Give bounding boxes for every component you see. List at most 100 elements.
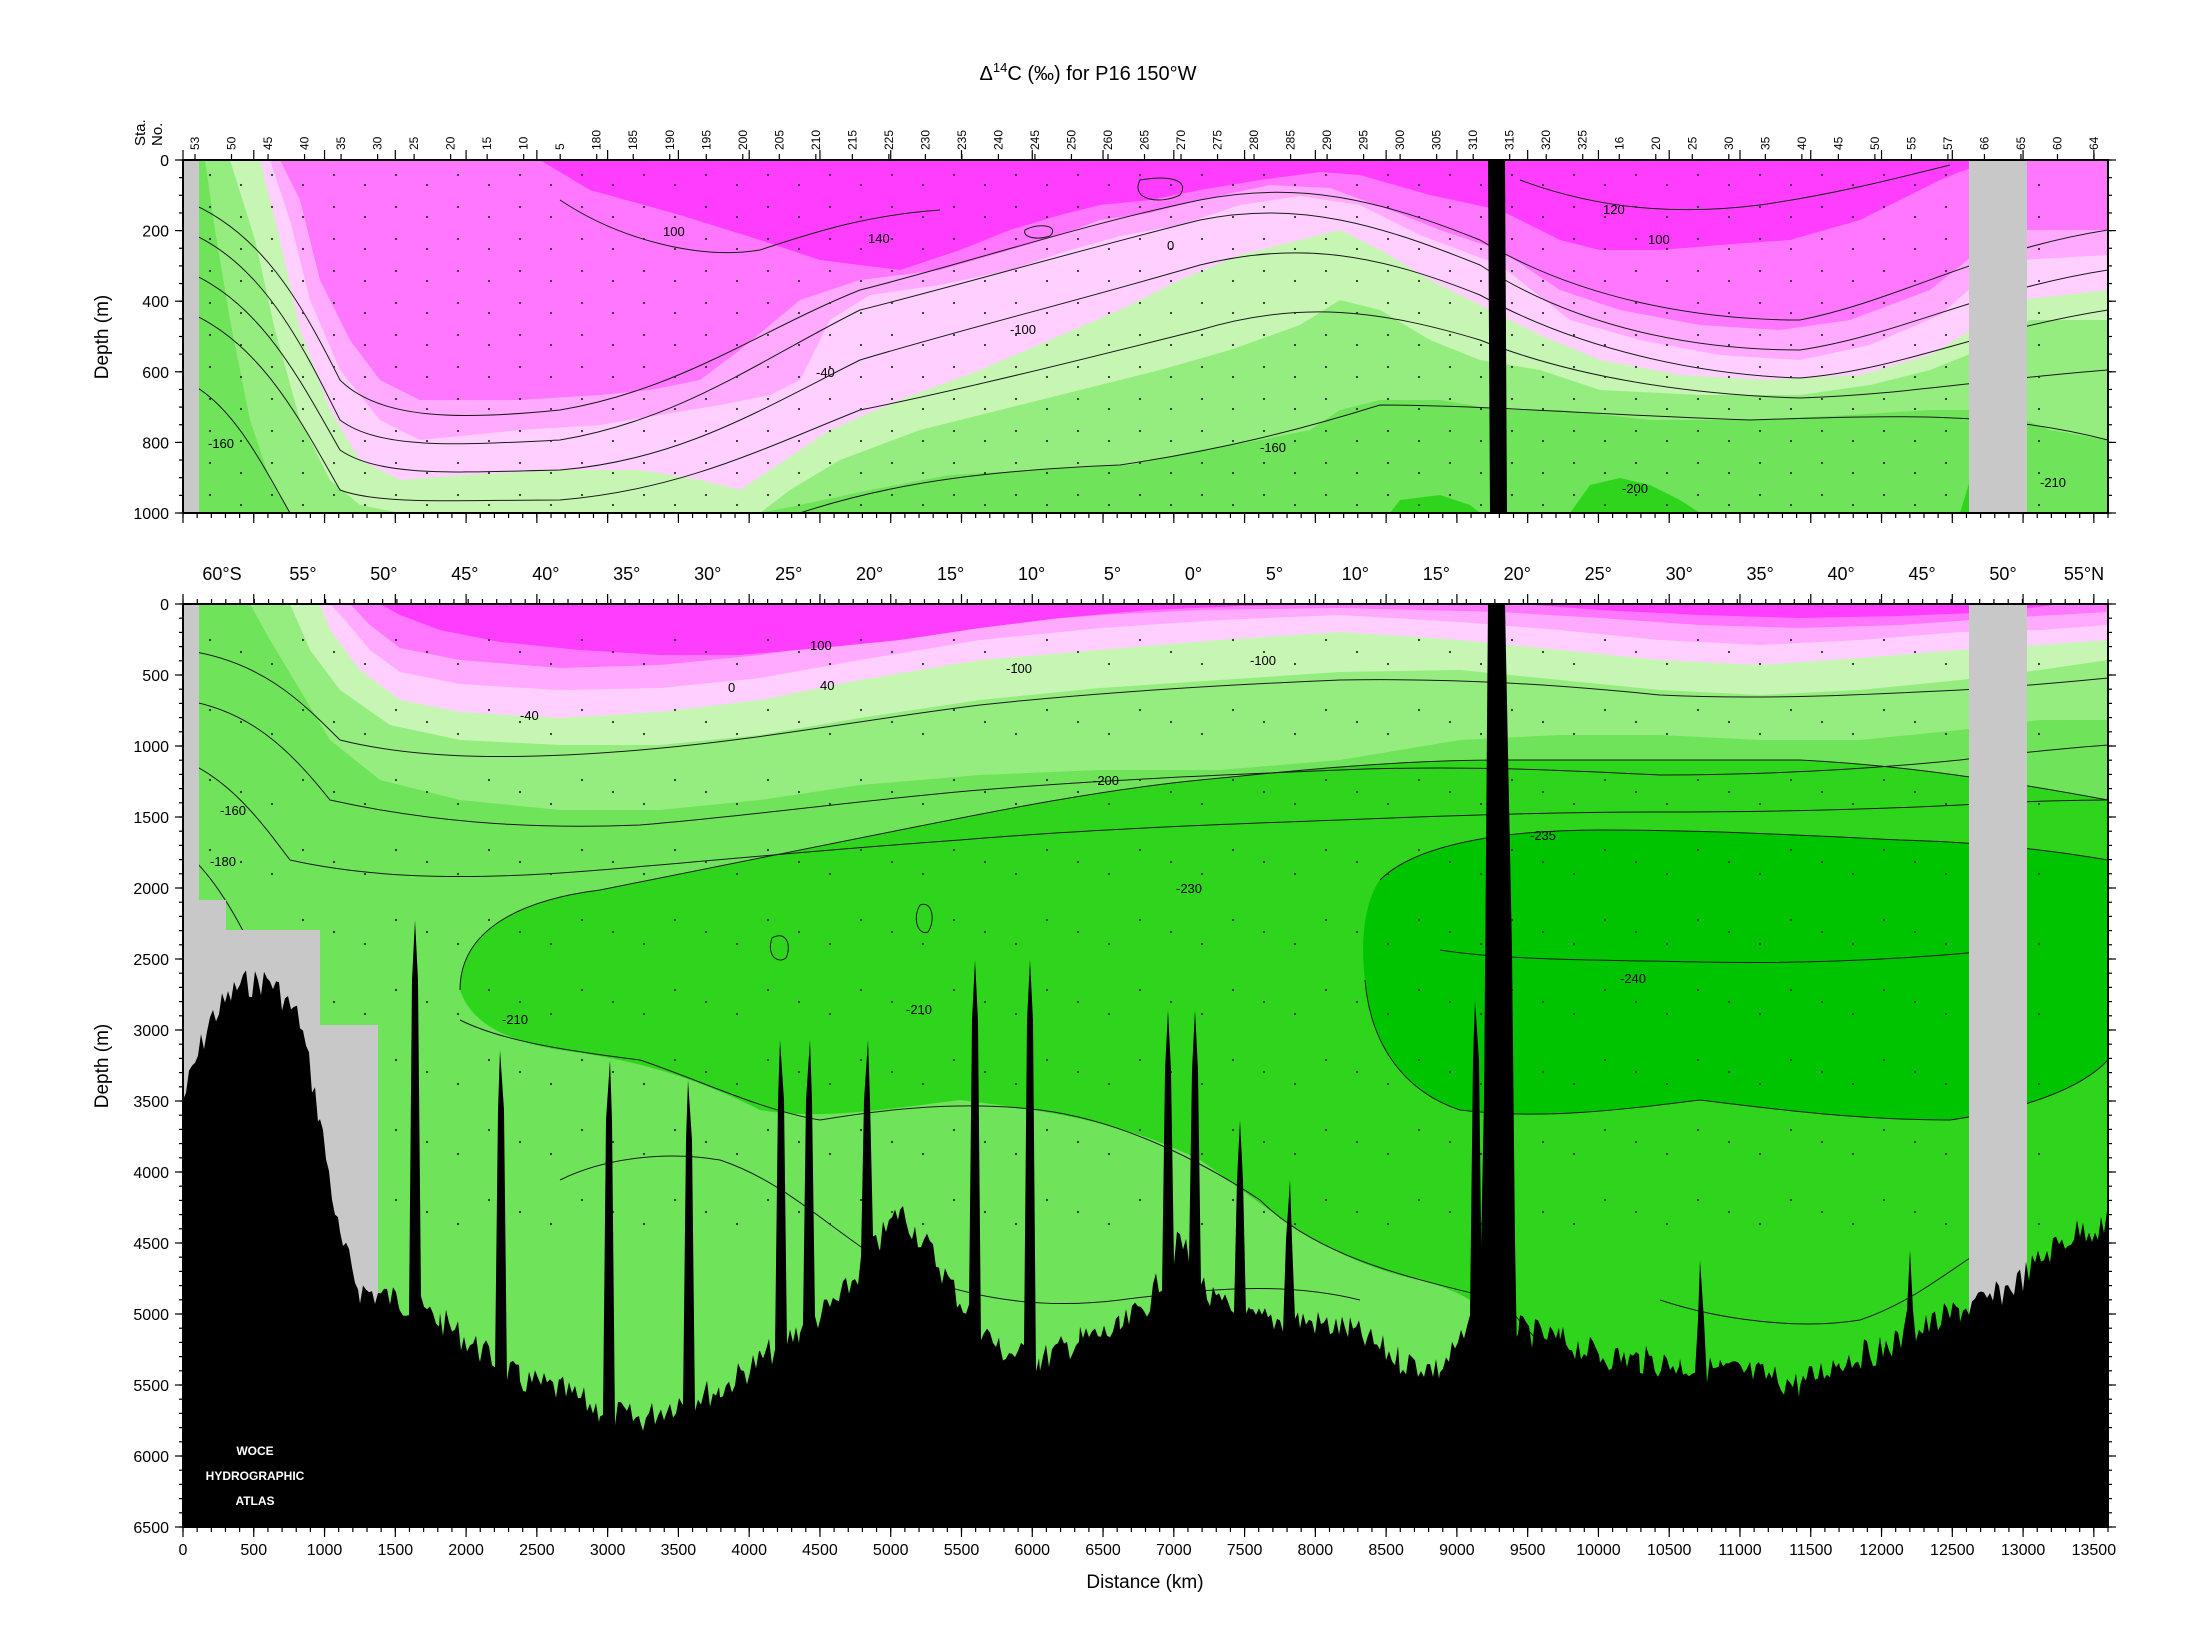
sample-dot	[1231, 918, 1235, 922]
sample-dot	[952, 397, 956, 401]
sample-dot	[1014, 365, 1018, 369]
sample-dot	[580, 778, 584, 782]
sample-dot	[766, 333, 770, 337]
sample-dot	[1200, 662, 1204, 666]
sample-dot	[983, 279, 987, 283]
sample-dot	[1076, 720, 1080, 724]
sample-dot	[425, 439, 429, 443]
sample-dot	[425, 215, 429, 219]
station-label: 45	[261, 136, 275, 150]
sample-dot	[487, 183, 491, 187]
sample-dot	[673, 215, 677, 219]
sample-dot	[1541, 247, 1545, 251]
sample-dot	[1696, 205, 1700, 209]
bottom-contour-labels: 100 0 40 -100 -100 -40 -160 -180 -200 -2…	[210, 638, 1646, 1027]
sample-dot	[549, 872, 553, 876]
sample-dot	[642, 662, 646, 666]
sample-dot	[425, 1210, 429, 1214]
sample-dot	[1820, 237, 1824, 241]
sample-dot	[1107, 732, 1111, 736]
sample-dot	[797, 439, 801, 443]
sample-dot	[673, 407, 677, 411]
sample-dot	[301, 503, 305, 507]
svg-text:ATLAS: ATLAS	[235, 1494, 274, 1508]
sample-dot	[1293, 802, 1297, 806]
sample-dot	[1479, 802, 1483, 806]
sample-dot	[673, 311, 677, 315]
sample-dot	[487, 1198, 491, 1202]
sample-dot	[239, 439, 243, 443]
sample-dot	[983, 503, 987, 507]
sample-dot	[1510, 237, 1514, 241]
sample-dot	[1882, 638, 1886, 642]
sample-dot	[611, 375, 615, 379]
sample-dot	[1820, 860, 1824, 864]
x-tick-label: 9500	[1510, 1542, 1546, 1559]
sample-dot	[1169, 343, 1173, 347]
sample-dot	[1045, 311, 1049, 315]
sample-dot	[1045, 918, 1049, 922]
sample-dot	[301, 343, 305, 347]
sample-dot	[1417, 183, 1421, 187]
sample-dot	[735, 1152, 739, 1156]
sample-dot	[2037, 1222, 2041, 1226]
sample-dot	[1386, 1152, 1390, 1156]
sample-dot	[1448, 269, 1452, 273]
sample-dot	[456, 333, 460, 337]
sample-dot	[1200, 461, 1204, 465]
station-label: 180	[590, 130, 604, 150]
sample-dot	[735, 407, 739, 411]
sample-dot	[239, 311, 243, 315]
sample-dot	[952, 333, 956, 337]
sample-dot	[1510, 848, 1514, 852]
sample-dot	[456, 1012, 460, 1016]
sample-dot	[580, 365, 584, 369]
sample-dot	[828, 333, 832, 337]
sample-dot	[1882, 461, 1886, 465]
sample-dot	[1944, 1222, 1948, 1226]
sample-dot	[890, 720, 894, 724]
sample-dot	[1913, 439, 1917, 443]
sample-dot	[1386, 1082, 1390, 1086]
sample-dot	[611, 439, 615, 443]
sample-dot	[1324, 638, 1328, 642]
station-label: 290	[1320, 130, 1334, 150]
sample-dot	[735, 1222, 739, 1226]
sample-dot	[983, 1000, 987, 1004]
sample-dot	[1355, 279, 1359, 283]
sample-dot	[425, 471, 429, 475]
station-label: 65	[2014, 136, 2028, 150]
sample-dot	[487, 279, 491, 283]
sample-dot	[1076, 1070, 1080, 1074]
sample-dot	[1479, 279, 1483, 283]
svg-text:120: 120	[1603, 202, 1625, 217]
sample-dot	[1789, 439, 1793, 443]
sample-dot	[704, 397, 708, 401]
latitude-label: 5°	[1104, 564, 1121, 584]
sample-dot	[1014, 872, 1018, 876]
sample-dot	[208, 205, 212, 209]
sample-dot	[1758, 732, 1762, 736]
sample-dot	[1758, 1222, 1762, 1226]
sample-dot	[487, 1128, 491, 1132]
station-label: 315	[1503, 130, 1517, 150]
sample-dot	[1355, 439, 1359, 443]
sample-dot	[1169, 860, 1173, 864]
sample-dot	[2037, 215, 2041, 219]
sample-dot	[1541, 375, 1545, 379]
sample-dot	[704, 365, 708, 369]
sample-dot	[394, 205, 398, 209]
sample-dot	[1758, 237, 1762, 241]
sample-dot	[1727, 790, 1731, 794]
sample-dot	[983, 790, 987, 794]
sample-dot	[239, 471, 243, 475]
sample-dot	[1076, 1140, 1080, 1144]
sample-dot	[1882, 778, 1886, 782]
sample-dot	[921, 662, 925, 666]
sample-dot	[1634, 461, 1638, 465]
x-tick-label: 11500	[1789, 1542, 1832, 1559]
sample-dot	[1727, 930, 1731, 934]
sample-dot	[1913, 183, 1917, 187]
station-label: 325	[1576, 130, 1590, 150]
